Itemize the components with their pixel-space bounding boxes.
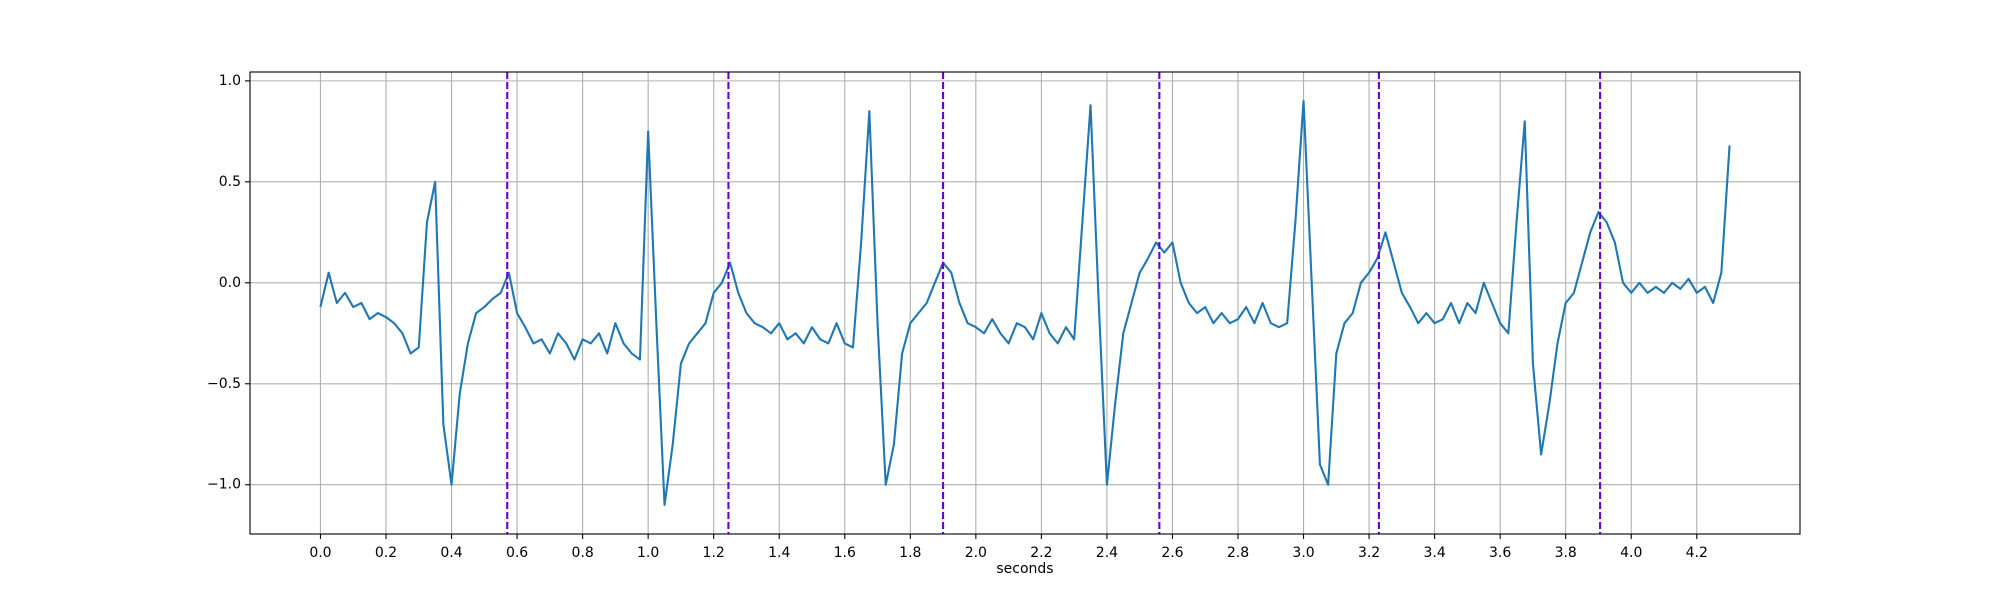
x-tick-label: 1.2 [703,545,725,561]
x-tick-label: 3.0 [1292,545,1314,561]
x-tick-label: 0.8 [571,545,593,561]
x-tick-label: 4.2 [1686,545,1708,561]
x-tick-label: 2.4 [1096,545,1118,561]
x-tick-label: 1.6 [834,545,856,561]
x-tick-label: 3.4 [1423,545,1445,561]
x-tick-label: 3.2 [1358,545,1380,561]
x-tick-label: 2.8 [1227,545,1249,561]
x-axis-label: seconds [996,561,1053,577]
y-tick-label: −1.0 [207,477,241,493]
signal-line [319,100,1731,506]
x-tick-label: 1.4 [768,545,790,561]
x-tick-label: 0.6 [506,545,528,561]
x-tick-label: 0.0 [309,545,331,561]
x-tick-label: 2.0 [965,545,987,561]
x-tick-label: 0.4 [440,545,462,561]
x-tick-label: 2.2 [1030,545,1052,561]
y-tick-label: 0.5 [219,174,241,190]
y-tick-label: 0.0 [219,275,241,291]
y-tick-label: 1.0 [219,73,241,89]
x-tick-label: 3.8 [1555,545,1577,561]
y-tick-label: −0.5 [207,376,241,392]
x-tick-label: 2.6 [1161,545,1183,561]
x-tick-label: 3.6 [1489,545,1511,561]
x-tick-label: 1.8 [899,545,921,561]
x-tick-label: 1.0 [637,545,659,561]
x-tick-label: 0.2 [375,545,397,561]
x-tick-label: 4.0 [1620,545,1642,561]
plot-frame [249,71,1801,535]
